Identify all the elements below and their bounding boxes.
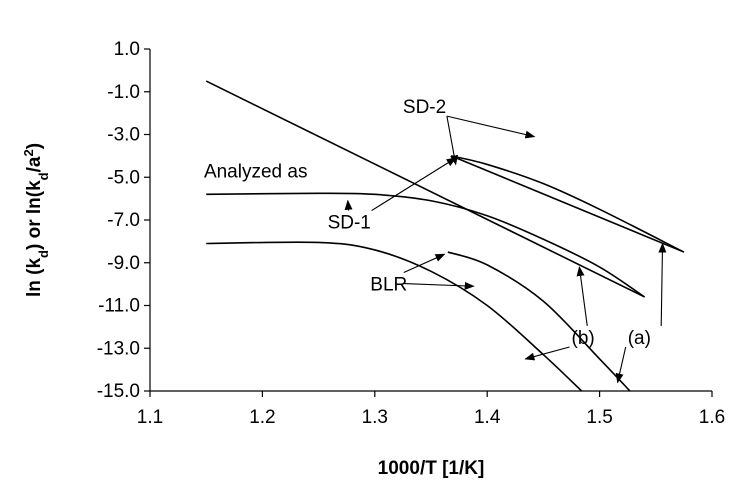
y-tick-label: -9.0 bbox=[107, 253, 140, 274]
y-tick-label: -1.0 bbox=[107, 82, 140, 103]
y-axis-title-part: /a bbox=[24, 156, 45, 172]
x-tick-label: 1.3 bbox=[362, 407, 388, 428]
annotation-label: BLR bbox=[370, 275, 407, 296]
y-axis-title-part: ) or ln(k bbox=[24, 180, 45, 250]
annotations-group: SD-2 Analyzed as SD-1 BLR (b) (a) bbox=[204, 97, 667, 384]
y-axis-title-subscript: d bbox=[36, 172, 51, 180]
x-ticks: 1.1 1.2 1.3 1.4 1.5 1.6 bbox=[137, 391, 725, 428]
annotation-arrow bbox=[403, 281, 475, 290]
y-tick-label: -5.0 bbox=[107, 167, 140, 188]
series-group bbox=[205, 80, 685, 392]
series-line bbox=[451, 155, 685, 253]
y-tick-label: -11.0 bbox=[98, 296, 140, 317]
series-line bbox=[450, 155, 685, 253]
x-tick-label: 1.1 bbox=[137, 407, 163, 428]
y-axis-title-part: ) bbox=[24, 143, 45, 149]
annotation-label: SD-1 bbox=[328, 213, 371, 234]
annotation-arrow bbox=[446, 116, 459, 166]
annotation-arrow bbox=[446, 115, 536, 139]
x-tick-label: 1.2 bbox=[249, 407, 275, 428]
series-line bbox=[447, 251, 631, 392]
y-axis-title-subscript: d bbox=[36, 250, 51, 258]
annotation-arrow bbox=[524, 346, 570, 361]
series-line bbox=[206, 241, 583, 392]
y-axis-title: ln (kd) or ln(kd/a2) bbox=[21, 143, 51, 297]
annotation-arrow bbox=[658, 242, 667, 326]
x-tick-label: 1.6 bbox=[699, 407, 725, 428]
annotation-arrow bbox=[615, 346, 627, 384]
y-axis-title-superscript: 2 bbox=[21, 149, 36, 156]
y-tick-label: 1.0 bbox=[114, 39, 140, 60]
y-tick-label: -15.0 bbox=[97, 381, 140, 402]
y-tick-label: -13.0 bbox=[97, 338, 140, 359]
x-tick-label: 1.5 bbox=[586, 407, 612, 428]
y-axis-title-part: ln (k bbox=[24, 258, 45, 297]
annotation-arrow bbox=[403, 253, 446, 274]
x-axis-title: 1000/T [1/K] bbox=[378, 458, 485, 479]
y-ticks: 1.0 -1.0 -3.0 -5.0 -7.0 -9.0 -11.0 -13.0 -15.0 bbox=[97, 39, 150, 402]
series-line bbox=[206, 192, 646, 298]
annotation-arrow bbox=[371, 157, 457, 212]
x-axis: 1.1 1.2 1.3 1.4 1.5 1.6 1000/T [1/K] bbox=[137, 390, 725, 479]
y-axis: 1.0 -1.0 -3.0 -5.0 -7.0 -9.0 -11.0 -13.0 -15.0 l… bbox=[21, 39, 151, 402]
annotation-label: (b) bbox=[572, 328, 595, 349]
annotation-arrow bbox=[576, 266, 588, 327]
annotation-label: Analyzed as bbox=[204, 161, 308, 182]
annotation-label: (a) bbox=[628, 328, 651, 349]
annotation-arrow bbox=[344, 199, 353, 211]
y-tick-label: -7.0 bbox=[107, 210, 140, 231]
y-tick-label: -3.0 bbox=[107, 125, 140, 146]
x-tick-label: 1.4 bbox=[474, 407, 501, 428]
annotation-label: SD-2 bbox=[403, 97, 446, 118]
series-line bbox=[205, 80, 645, 298]
